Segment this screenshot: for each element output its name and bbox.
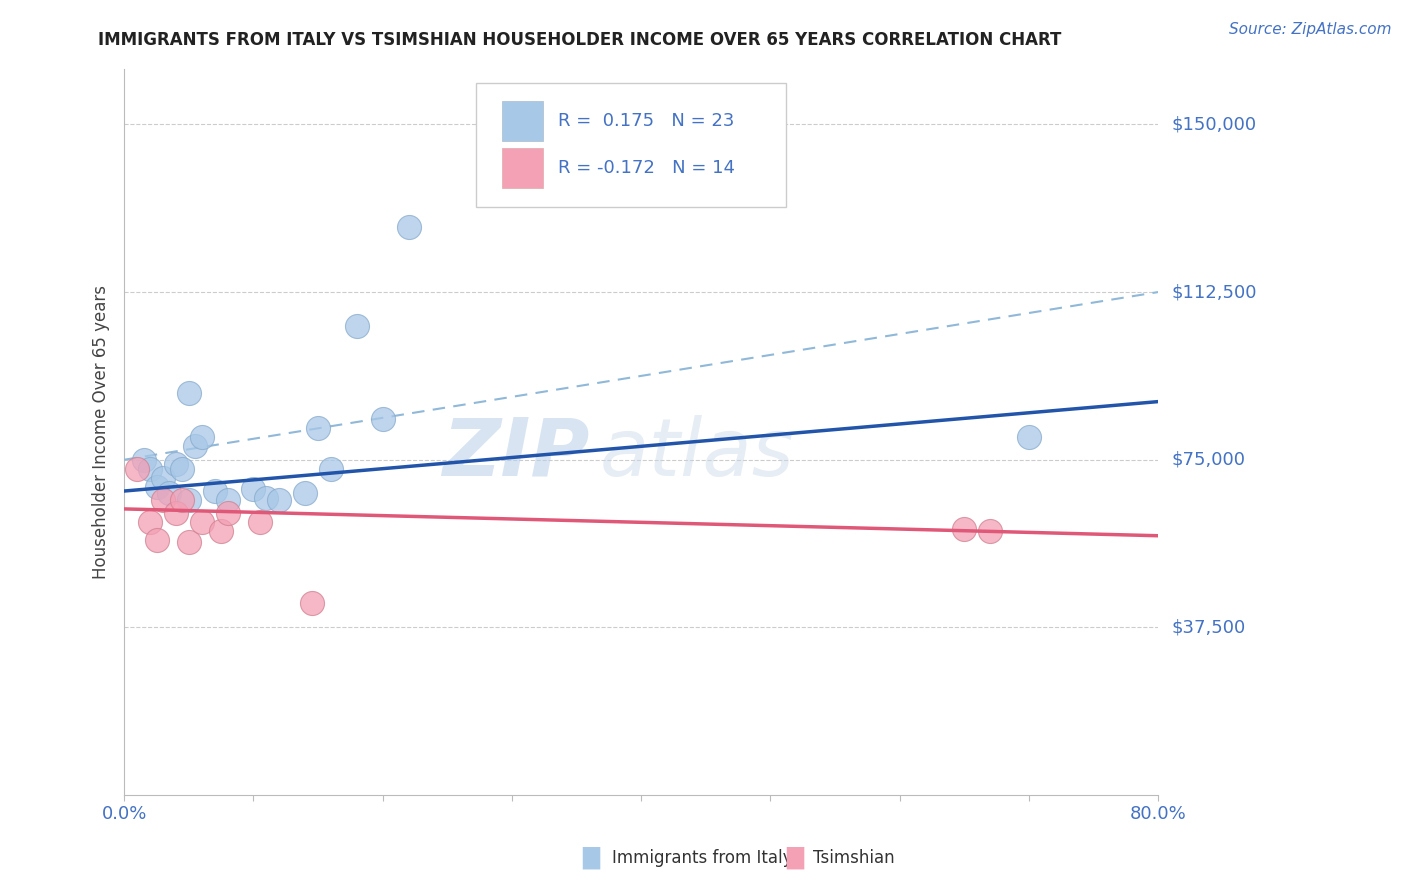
Text: $150,000: $150,000 [1173,115,1257,134]
Point [165,457,187,471]
Point [145,479,167,493]
Point [346,318,368,333]
Point [979,524,1001,539]
Text: $37,500: $37,500 [1173,618,1246,636]
Point [204,483,226,498]
Point [172,493,194,508]
Text: Source: ZipAtlas.com: Source: ZipAtlas.com [1229,22,1392,37]
Point [398,220,420,235]
Point [319,461,342,475]
Point [307,421,329,435]
Point [1018,430,1040,444]
Text: Immigrants from Italy: Immigrants from Italy [612,849,792,867]
Point [217,493,239,508]
Text: █: █ [582,847,599,870]
Point [249,516,271,530]
FancyBboxPatch shape [502,101,543,141]
Text: $112,500: $112,500 [1173,283,1257,301]
Text: R = -0.172   N = 14: R = -0.172 N = 14 [558,159,735,177]
Point [152,493,174,508]
Point [139,516,162,530]
Point [269,493,291,508]
Point [301,596,323,610]
Point [132,452,155,467]
Point [145,533,167,548]
Point [184,439,207,453]
Point [177,535,200,549]
Point [127,461,149,475]
FancyBboxPatch shape [502,148,543,188]
Text: Tsimshian: Tsimshian [813,849,894,867]
Point [172,461,194,475]
Text: $75,000: $75,000 [1173,450,1246,468]
Point [371,412,394,426]
Point [190,516,212,530]
Point [165,507,187,521]
Point [294,486,316,500]
Text: ZIP: ZIP [441,415,589,492]
Point [217,507,239,521]
Point [152,470,174,484]
Text: atlas: atlas [600,415,794,492]
Point [190,430,212,444]
Y-axis label: Householder Income Over 65 years: Householder Income Over 65 years [93,285,110,579]
Text: █: █ [786,847,803,870]
Point [209,524,232,539]
Text: IMMIGRANTS FROM ITALY VS TSIMSHIAN HOUSEHOLDER INCOME OVER 65 YEARS CORRELATION : IMMIGRANTS FROM ITALY VS TSIMSHIAN HOUSE… [98,31,1062,49]
Point [242,482,264,496]
Point [254,491,277,505]
Point [139,461,162,475]
Point [177,493,200,508]
Point [177,385,200,400]
Point [953,522,976,536]
Point [159,486,181,500]
Text: R =  0.175   N = 23: R = 0.175 N = 23 [558,112,735,130]
FancyBboxPatch shape [475,83,786,207]
